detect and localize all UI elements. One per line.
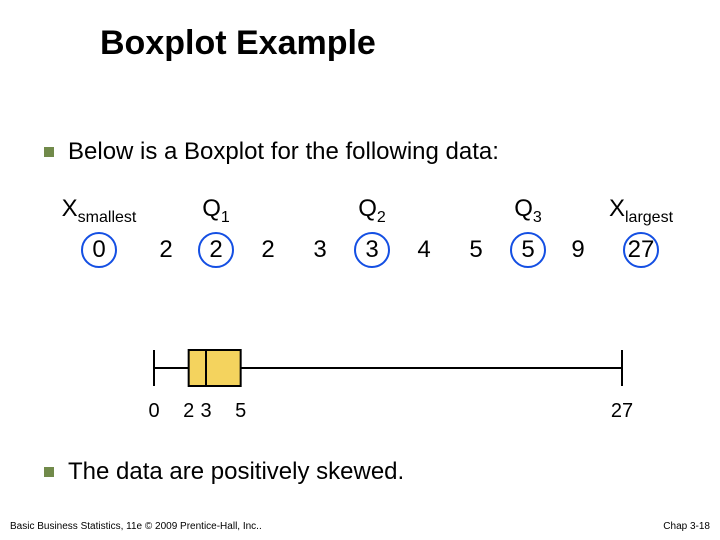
label-main: Q [358, 195, 377, 222]
label-sub: 2 [377, 209, 386, 226]
label-sub: 3 [533, 209, 542, 226]
boxplot: 023527 [148, 342, 628, 422]
column-value: 4 [398, 236, 450, 264]
page-title: Boxplot Example [100, 24, 376, 63]
bullet-text-2: The data are positively skewed. [68, 458, 404, 486]
column-value: 0 [56, 236, 142, 264]
values-row: 0 2 2 2 3 3 4 5 5 9 27 [56, 230, 700, 270]
value-text: 0 [92, 236, 105, 263]
column-label: Q1 [190, 195, 242, 227]
boxplot-tick-label: 5 [235, 400, 246, 423]
footer-right: Chap 3-18 [663, 521, 710, 532]
boxplot-tick-label: 2 [183, 400, 194, 423]
boxplot-tick-label: 0 [148, 400, 159, 423]
column-value: 5 [450, 236, 502, 264]
bullet-text-1: Below is a Boxplot for the following dat… [68, 138, 499, 166]
value-text: 5 [469, 236, 482, 263]
bullet-row-2: The data are positively skewed. [44, 458, 404, 486]
column-label: Xsmallest [56, 195, 142, 227]
value-text: 2 [209, 236, 222, 263]
bullet-icon [44, 147, 54, 157]
bullet-icon [44, 467, 54, 477]
label-main: Q [202, 195, 221, 222]
column-label: Q3 [502, 195, 554, 227]
labels-row: XsmallestQ1Q2Q3Xlargest [56, 196, 700, 226]
column-value: 2 [242, 236, 294, 264]
value-text: 4 [417, 236, 430, 263]
boxplot-tick-label: 27 [611, 400, 633, 423]
label-sub: 1 [221, 209, 230, 226]
value-text: 2 [261, 236, 274, 263]
column-value: 3 [294, 236, 346, 264]
column-value: 9 [554, 236, 602, 264]
value-text: 9 [571, 236, 584, 263]
boxplot-tick-label: 3 [200, 400, 211, 423]
column-value: 2 [190, 236, 242, 264]
value-text: 2 [159, 236, 172, 263]
value-text: 27 [628, 236, 655, 263]
footer: Basic Business Statistics, 11e © 2009 Pr… [10, 521, 710, 532]
data-row-area: XsmallestQ1Q2Q3Xlargest 022233455927 [56, 196, 700, 270]
label-sub: largest [625, 209, 673, 226]
value-text: 5 [521, 236, 534, 263]
boxplot-svg [148, 342, 628, 422]
column-value: 5 [502, 236, 554, 264]
footer-left: Basic Business Statistics, 11e © 2009 Pr… [10, 521, 262, 532]
column-label: Q2 [346, 195, 398, 227]
label-sub: smallest [78, 209, 137, 226]
column-value: 3 [346, 236, 398, 264]
column-label: Xlargest [602, 195, 680, 227]
column-value: 2 [142, 236, 190, 264]
label-main: Q [514, 195, 533, 222]
column-value: 27 [602, 236, 680, 264]
value-text: 3 [313, 236, 326, 263]
label-main: X [62, 195, 78, 222]
value-text: 3 [365, 236, 378, 263]
label-main: X [609, 195, 625, 222]
bullet-row-1: Below is a Boxplot for the following dat… [44, 138, 499, 166]
